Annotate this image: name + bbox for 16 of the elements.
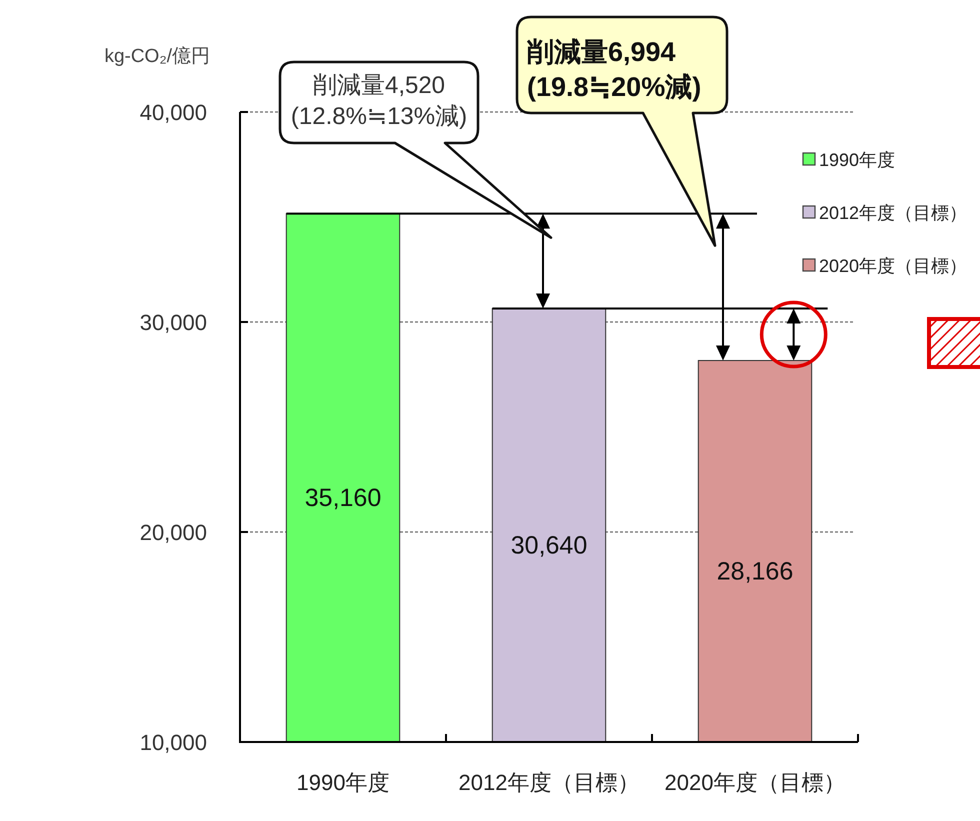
data-label: 30,640 [510, 531, 588, 560]
x-tick-label: 1990年度 [296, 770, 390, 795]
x-tick-label: 2012年度（目標） [458, 770, 640, 795]
legend-label: 2020年度（目標） [819, 256, 968, 276]
x-tick-label: 2020年度（目標） [664, 770, 846, 795]
text: 削減量6,994 (19.8≒20%減) [526, 37, 702, 102]
y-tick-label: 40,000 [140, 100, 207, 125]
legend-label: 2012年度（目標） [819, 203, 968, 223]
data-label: 35,160 [304, 484, 382, 512]
data-label: 28,166 [716, 557, 794, 586]
y-tick-label: 30,000 [140, 310, 207, 335]
annotation: 削減量4,520 (12.8%≒13%減) [290, 72, 468, 130]
legend-label: 1990年度 [819, 150, 896, 170]
y-tick-label: 10,000 [140, 730, 207, 755]
y-axis-title: kg-CO₂/億円 [104, 46, 210, 67]
y-tick-label: 20,000 [140, 520, 207, 545]
